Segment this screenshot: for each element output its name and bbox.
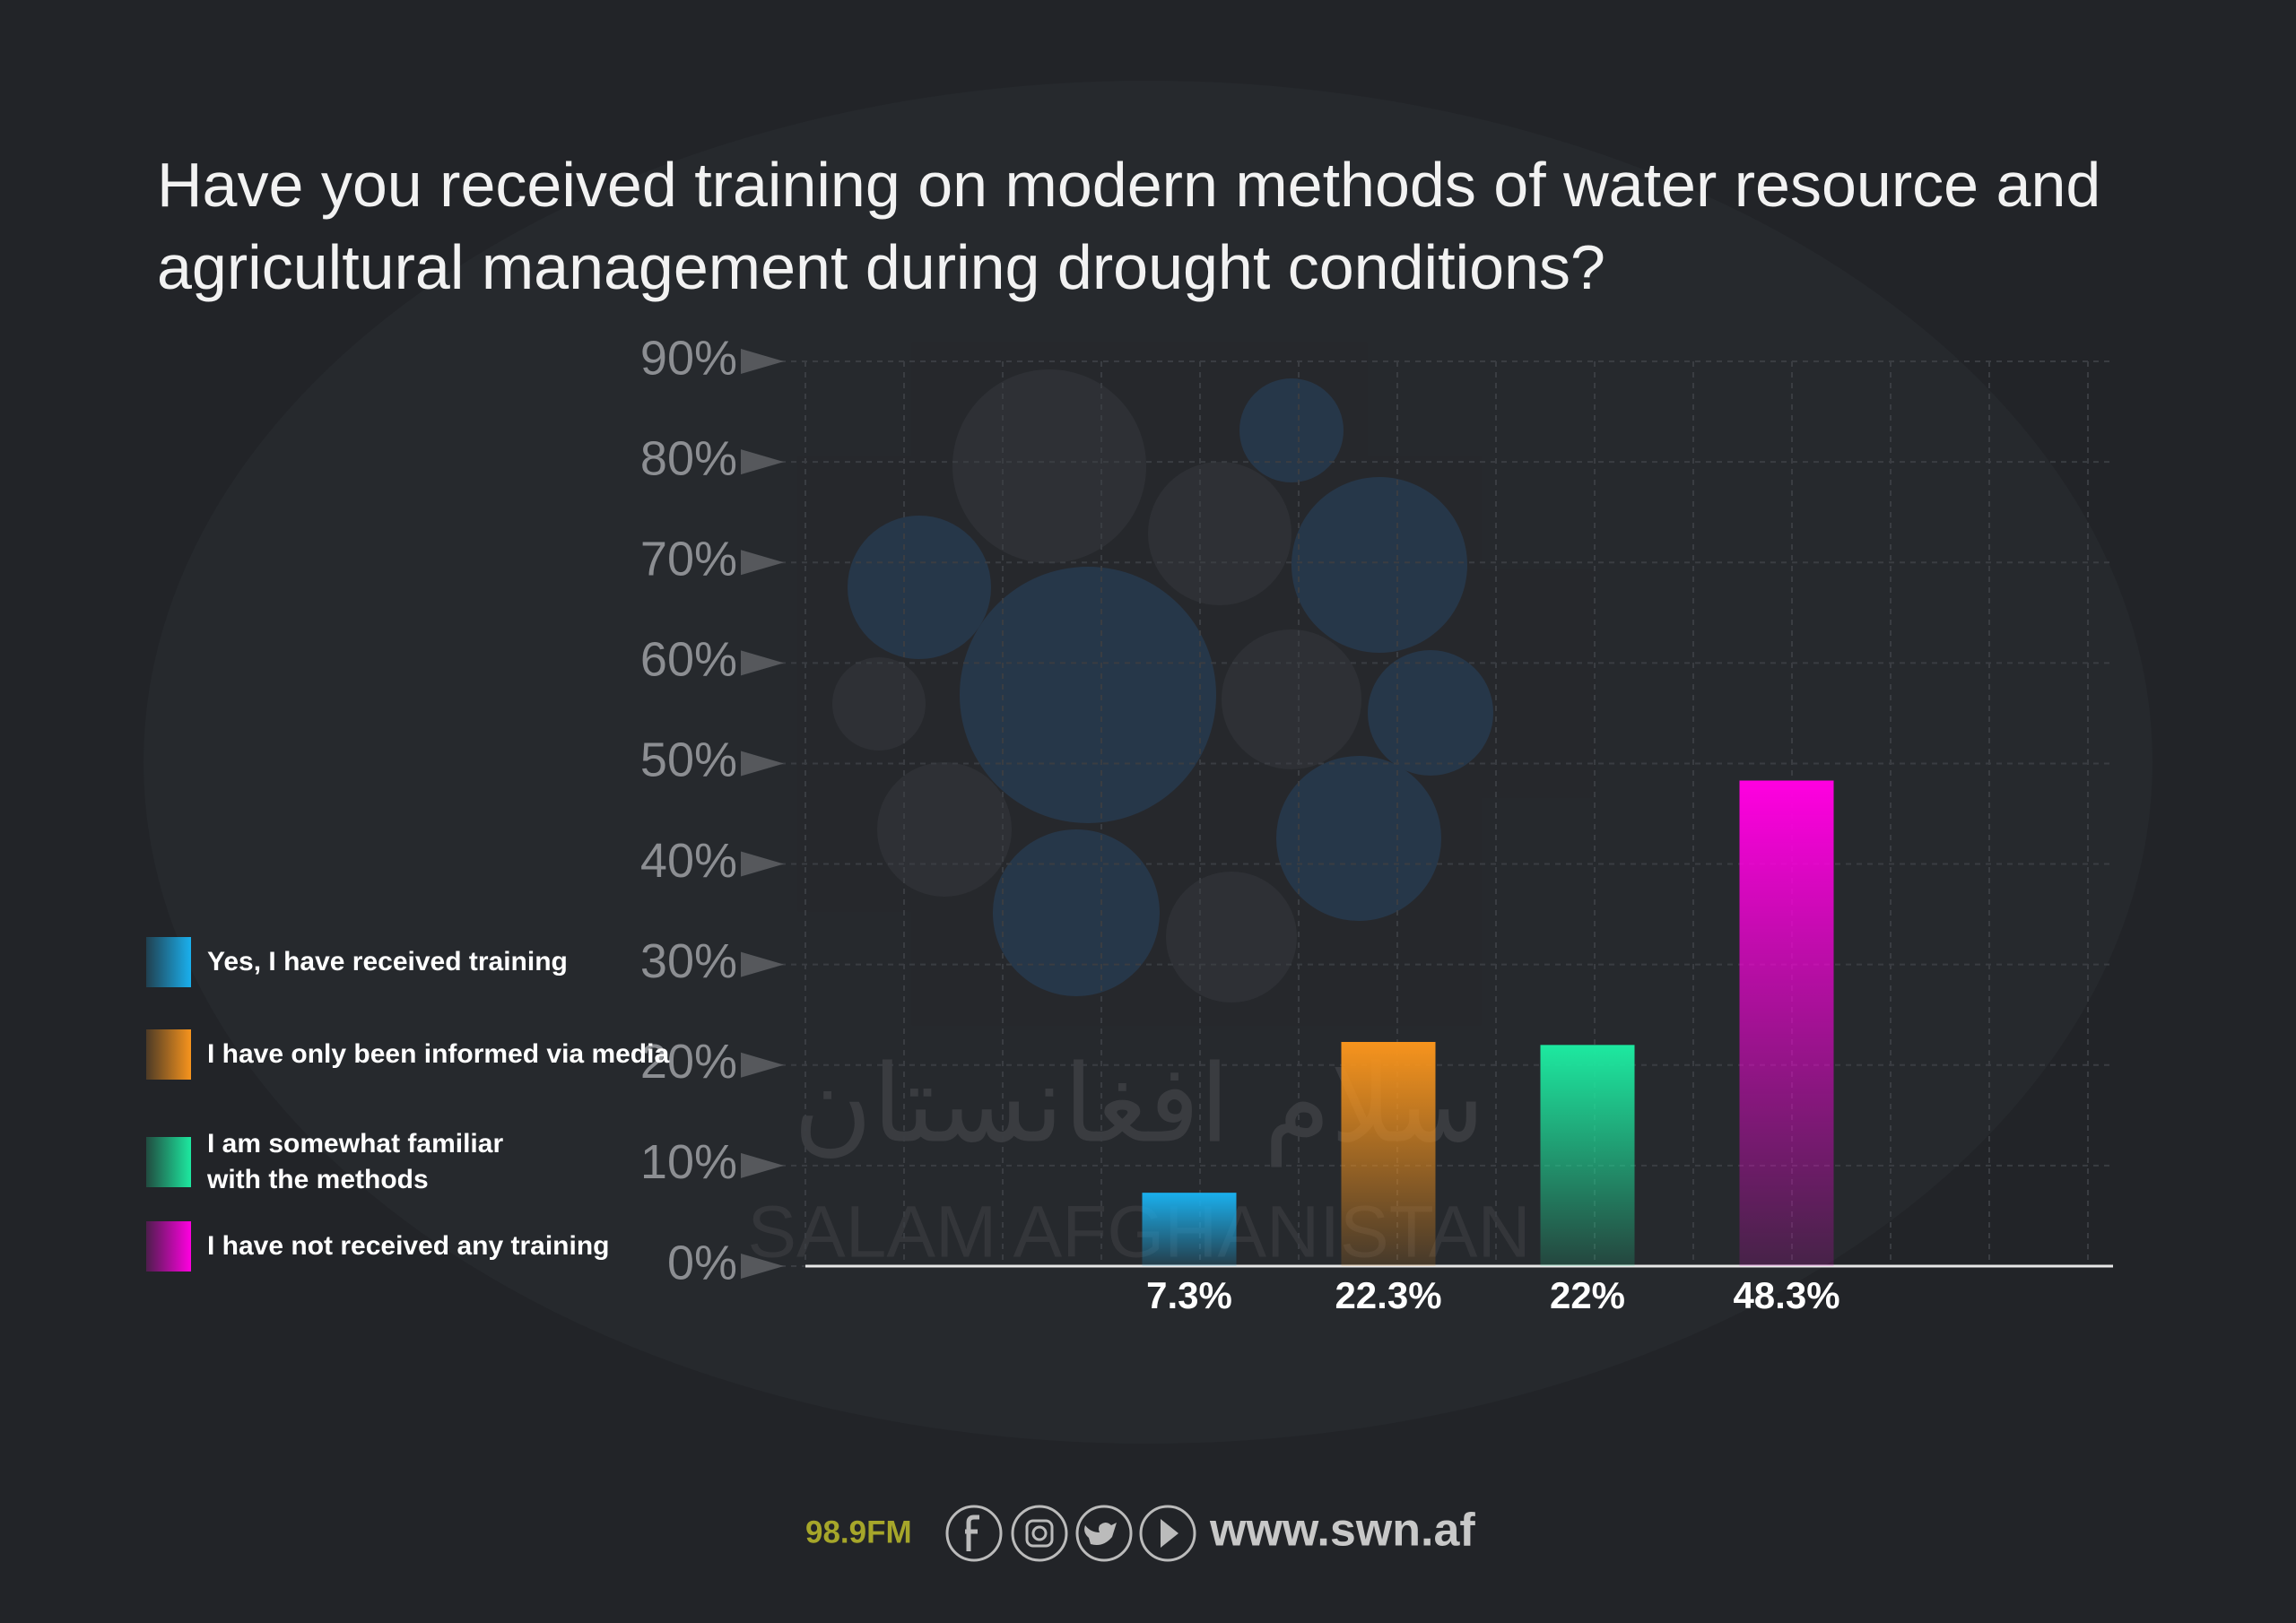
legend-label: Yes, I have received training — [207, 947, 568, 976]
legend-label: I am somewhat familiar with the methods — [207, 1129, 504, 1194]
bar — [1540, 1045, 1635, 1266]
value-label: 7.3% — [1146, 1274, 1232, 1316]
legend-swatch — [146, 1221, 191, 1271]
y-tick-label: 10% — [640, 1135, 737, 1189]
bar — [1142, 1193, 1237, 1266]
background-decor — [144, 81, 2152, 1444]
legend-swatch — [146, 937, 191, 987]
legend-swatch — [146, 1029, 191, 1080]
legend-item: I have only been informed via media — [146, 1029, 669, 1080]
y-tick-mark — [741, 550, 784, 576]
legend-label: I have not received any training — [207, 1231, 610, 1261]
y-tick-mark — [741, 751, 784, 777]
bar — [1739, 780, 1834, 1266]
y-tick-mark — [741, 1254, 784, 1279]
value-label: 22.3% — [1335, 1274, 1441, 1316]
footer-frequency: 98.9FM — [805, 1515, 912, 1549]
legend-label: I have only been informed via media — [207, 1039, 670, 1069]
footer-website: www.swn.af — [1209, 1505, 1475, 1557]
y-tick-label: 20% — [640, 1035, 737, 1089]
y-tick-label: 80% — [640, 431, 737, 485]
y-tick-label: 40% — [640, 834, 737, 888]
value-label: 48.3% — [1733, 1274, 1839, 1316]
legend-item: Yes, I have received training — [146, 937, 568, 987]
legend-item: I am somewhat familiar with the methods — [146, 1126, 530, 1198]
y-tick-label: 70% — [640, 532, 737, 586]
y-tick-label: 30% — [640, 934, 737, 988]
y-tick-mark — [741, 449, 784, 475]
y-tick-mark — [741, 349, 784, 374]
y-tick-mark — [741, 951, 784, 977]
y-tick-label: 0% — [667, 1236, 737, 1289]
y-tick-mark — [741, 1152, 784, 1178]
y-tick-mark — [741, 650, 784, 676]
bar — [1341, 1041, 1436, 1266]
y-tick-mark — [741, 851, 784, 877]
chart-title: Have you received training on modern met… — [157, 150, 2101, 302]
y-tick-mark — [741, 1052, 784, 1078]
legend-swatch — [146, 1137, 191, 1187]
value-label: 22% — [1550, 1274, 1625, 1316]
legend-item: I have not received any training — [146, 1221, 609, 1271]
y-tick-label: 50% — [640, 733, 737, 787]
y-tick-label: 90% — [640, 331, 737, 385]
y-tick-label: 60% — [640, 633, 737, 687]
social-icons — [945, 1505, 1196, 1562]
